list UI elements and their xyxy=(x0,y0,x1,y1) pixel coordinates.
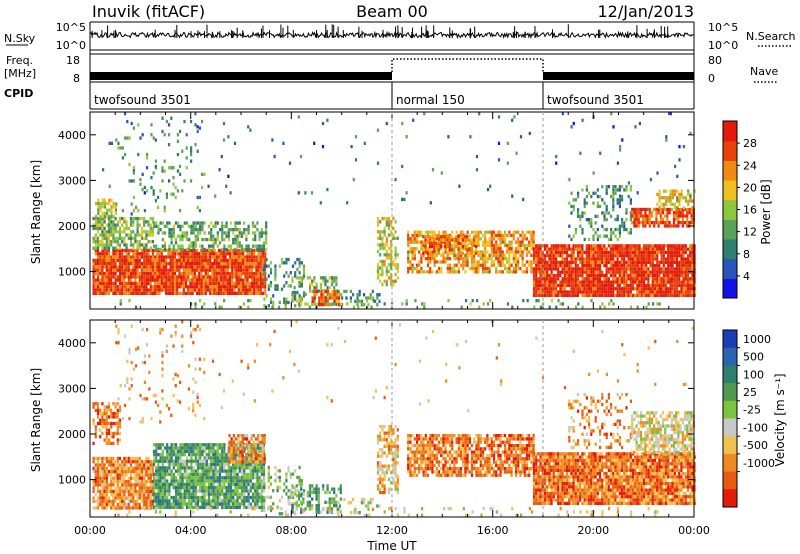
cpid-strip: twofsound 3501 normal 150 twofsound 3501 xyxy=(89,82,695,110)
power-ylabel: Slant Range [km] xyxy=(29,160,43,264)
colorbar-tick-label: 20 xyxy=(743,181,757,194)
nsky-label: N.Sky xyxy=(4,32,36,45)
x-tick-label: 12:00 xyxy=(376,524,408,537)
x-tick-label: 00:00 xyxy=(74,524,106,537)
velocity-colorbar: 1000 500 100 25 -25 -100 -500 -1000 Velocity [m… xyxy=(722,329,787,508)
x-tick-label: 04:00 xyxy=(175,524,207,537)
nave-label: Nave xyxy=(750,65,778,78)
velocity-panel: 1000 2000 3000 4000 00:00 04:00 08:00 12:00 16:0… xyxy=(29,319,710,553)
power-scatter xyxy=(92,112,696,309)
velocity-scatter xyxy=(92,320,696,517)
frequency-trace xyxy=(90,72,694,80)
velocity-colorbar-label: Velocity [m s⁻¹] xyxy=(773,373,787,466)
left-tick-freq-bottom: 8 xyxy=(73,72,80,85)
y-tick-label: 2000 xyxy=(58,428,86,441)
y-tick-label: 2000 xyxy=(58,220,86,233)
colorbar-tick-label: 16 xyxy=(743,204,757,217)
noise-panel: 10^5 10^0 18 8 10^5 10^0 80 0 N.Sky Freq… xyxy=(4,21,796,100)
left-tick-freq-top: 18 xyxy=(66,54,80,67)
right-tick-nsearch-top: 10^5 xyxy=(708,21,738,34)
colorbar-tick-label: 4 xyxy=(743,270,750,283)
nsearch-label: N.Search xyxy=(746,30,796,43)
cpid-segment-label: normal 150 xyxy=(396,93,465,107)
cpid-segment-label: twofsound 3501 xyxy=(547,93,644,107)
y-tick-label: 3000 xyxy=(58,382,86,395)
colorbar-tick-label: -1000 xyxy=(743,457,775,470)
freq-label: Freq. xyxy=(6,54,33,67)
x-tick-label: 20:00 xyxy=(577,524,609,537)
date-title: 12/Jan/2013 xyxy=(597,2,694,21)
colorbar-tick-label: 25 xyxy=(743,386,757,399)
colorbar-tick-label: 8 xyxy=(743,248,750,261)
colorbar-tick-label: 1000 xyxy=(743,333,771,346)
colorbar-tick-label: -500 xyxy=(743,439,768,452)
y-tick-label: 4000 xyxy=(58,337,86,350)
left-tick-nsky-bottom: 10^0 xyxy=(56,39,86,52)
colorbar-tick-label: 24 xyxy=(743,159,757,172)
colorbar-tick-label: -100 xyxy=(743,421,768,434)
y-tick-label: 1000 xyxy=(58,474,86,487)
nave-trace xyxy=(391,58,544,72)
colorbar-tick-label: -25 xyxy=(743,404,761,417)
cpid-label: CPID xyxy=(4,87,33,100)
freq-unit-label: [MHz] xyxy=(4,67,36,80)
velocity-ylabel: Slant Range [km] xyxy=(29,368,43,472)
time-axis-label: Time UT xyxy=(366,539,417,553)
power-colorbar-label: Power [dB] xyxy=(759,179,773,244)
y-tick-label: 3000 xyxy=(58,174,86,187)
cpid-segment-label: twofsound 3501 xyxy=(94,93,191,107)
colorbar-tick-label: 28 xyxy=(743,137,757,150)
power-panel: 1000 2000 3000 4000 Slant Range [km] xyxy=(29,111,696,310)
colorbar-tick-label: 12 xyxy=(743,226,757,239)
y-tick-label: 4000 xyxy=(58,129,86,142)
beam-title: Beam 00 xyxy=(356,2,428,21)
station-title: Inuvik (fitACF) xyxy=(92,2,205,21)
power-colorbar: 4 8 12 16 20 24 28 Power [dB] xyxy=(722,120,773,299)
x-tick-label: 16:00 xyxy=(477,524,509,537)
right-tick-nsearch-bottom: 10^0 xyxy=(708,39,738,52)
x-tick-label: 08:00 xyxy=(275,524,307,537)
y-tick-label: 1000 xyxy=(58,266,86,279)
left-tick-nsky-top: 10^5 xyxy=(56,21,86,34)
colorbar-tick-label: 100 xyxy=(743,368,764,381)
right-tick-nave-bottom: 0 xyxy=(708,72,715,85)
x-tick-label: 00:00 xyxy=(678,524,710,537)
colorbar-tick-label: 500 xyxy=(743,351,764,364)
right-tick-nave-top: 80 xyxy=(708,54,722,67)
nsky-trace xyxy=(89,24,695,40)
